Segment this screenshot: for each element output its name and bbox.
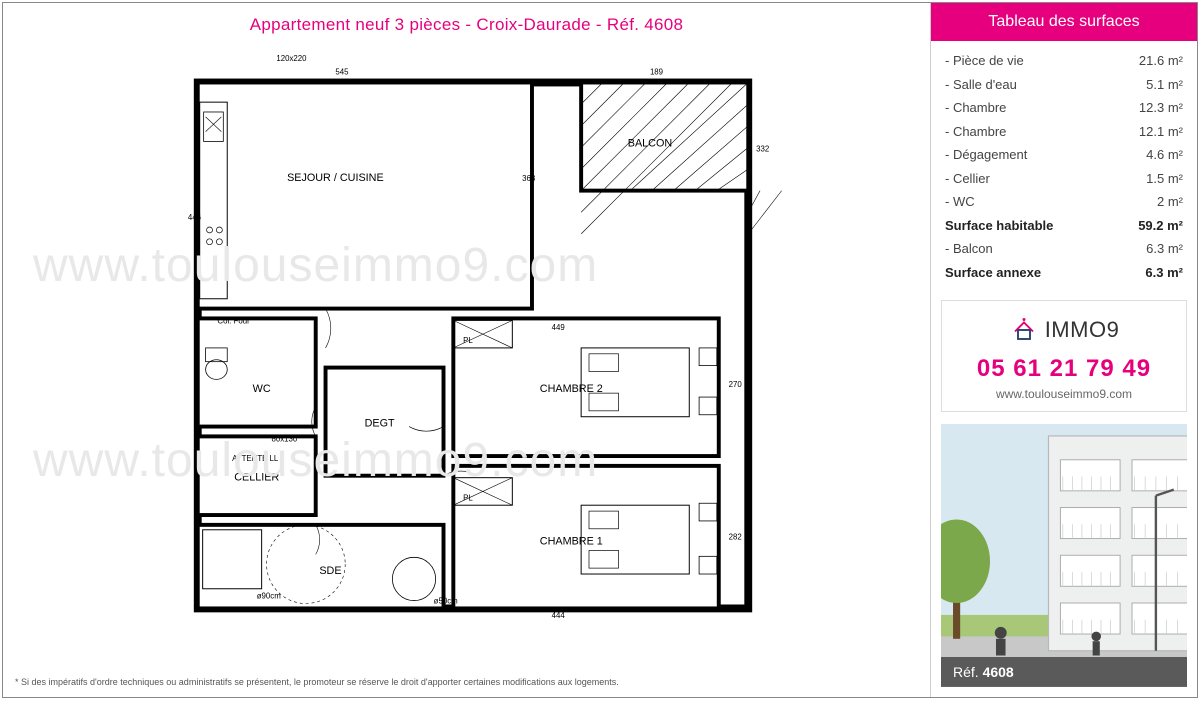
table-row: Surface habitable59.2 m² bbox=[945, 214, 1183, 238]
surfaces-table: - Pièce de vie21.6 m²- Salle d'eau5.1 m²… bbox=[931, 41, 1197, 288]
table-row: - Chambre12.3 m² bbox=[945, 96, 1183, 120]
svg-text:ø50cm: ø50cm bbox=[434, 597, 458, 606]
table-row: - Pièce de vie21.6 m² bbox=[945, 49, 1183, 73]
svg-text:332: 332 bbox=[756, 144, 769, 153]
svg-text:449: 449 bbox=[552, 323, 565, 332]
svg-text:PL: PL bbox=[463, 336, 473, 345]
svg-text:SEJOUR / CUISINE: SEJOUR / CUISINE bbox=[287, 172, 384, 184]
contact-phone[interactable]: 05 61 21 79 49 bbox=[950, 355, 1178, 383]
svg-text:80x130: 80x130 bbox=[271, 434, 297, 443]
svg-text:PL: PL bbox=[463, 493, 473, 502]
svg-text:282: 282 bbox=[729, 533, 742, 542]
disclaimer-text: * Si des impératifs d'ordre techniques o… bbox=[15, 677, 619, 687]
svg-text:CELLIER: CELLIER bbox=[234, 472, 279, 484]
svg-text:DEGT: DEGT bbox=[365, 418, 395, 430]
listing-title: Appartement neuf 3 pièces - Croix-Daurad… bbox=[3, 3, 930, 43]
svg-text:444: 444 bbox=[552, 611, 566, 620]
table-row: - Balcon6.3 m² bbox=[945, 237, 1183, 261]
svg-text:120x220: 120x220 bbox=[276, 54, 307, 63]
photo-ref-badge: Réf. 4608 bbox=[941, 657, 1187, 687]
table-row: - Chambre12.1 m² bbox=[945, 120, 1183, 144]
svg-text:363: 363 bbox=[522, 174, 536, 183]
contact-card: IMMO9 05 61 21 79 49 www.toulouseimmo9.c… bbox=[941, 300, 1187, 412]
svg-text:446: 446 bbox=[188, 213, 202, 222]
contact-website[interactable]: www.toulouseimmo9.com bbox=[950, 387, 1178, 401]
table-row: - Dégagement4.6 m² bbox=[945, 143, 1183, 167]
svg-text:ATTENTE LL: ATTENTE LL bbox=[232, 454, 279, 463]
svg-text:270: 270 bbox=[729, 380, 743, 389]
floorplan-diagram: SEJOUR / CUISINEBALCONCHAMBRE 2CHAMBRE 1… bbox=[123, 53, 823, 633]
svg-text:SDE: SDE bbox=[319, 565, 341, 577]
svg-text:545: 545 bbox=[335, 68, 349, 77]
svg-text:WC: WC bbox=[253, 383, 271, 395]
table-row: - Salle d'eau5.1 m² bbox=[945, 73, 1183, 97]
svg-text:ø90cm: ø90cm bbox=[257, 592, 281, 601]
table-row: - WC2 m² bbox=[945, 190, 1183, 214]
table-row: Surface annexe6.3 m² bbox=[945, 261, 1183, 285]
surfaces-header: Tableau des surfaces bbox=[931, 3, 1197, 41]
listing-photo: Réf. 4608 bbox=[941, 424, 1187, 687]
svg-text:189: 189 bbox=[650, 68, 663, 77]
svg-text:CHAMBRE 1: CHAMBRE 1 bbox=[540, 536, 603, 548]
svg-text:Col. Four: Col. Four bbox=[217, 316, 250, 325]
svg-text:BALCON: BALCON bbox=[628, 137, 672, 149]
brand-logo-icon bbox=[1009, 315, 1039, 345]
brand-name: IMMO9 bbox=[1045, 317, 1120, 343]
table-row: - Cellier1.5 m² bbox=[945, 167, 1183, 191]
